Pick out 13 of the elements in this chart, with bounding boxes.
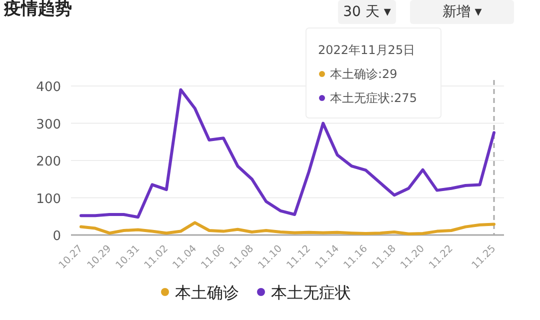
line-series xyxy=(80,221,496,236)
y-tick-label: 400 xyxy=(36,80,61,95)
y-tick-label: 100 xyxy=(36,192,61,207)
legend-label: 本土无症状 xyxy=(271,283,351,302)
line-series xyxy=(80,88,496,219)
control-range: 30 天 ▾ xyxy=(338,0,396,24)
tooltip: 2022年11月25日 本土确诊:29 本土无症状:275 xyxy=(306,28,442,118)
y-tick-label: 200 xyxy=(36,154,61,170)
control-mode: 新增 ▾ xyxy=(410,0,514,24)
y-tick-label: 300 xyxy=(36,117,61,132)
annotation: 本土无症状:275 xyxy=(330,91,417,105)
y-tick-label: 0 xyxy=(52,229,61,244)
legend-label: 本土确诊 xyxy=(175,283,239,302)
